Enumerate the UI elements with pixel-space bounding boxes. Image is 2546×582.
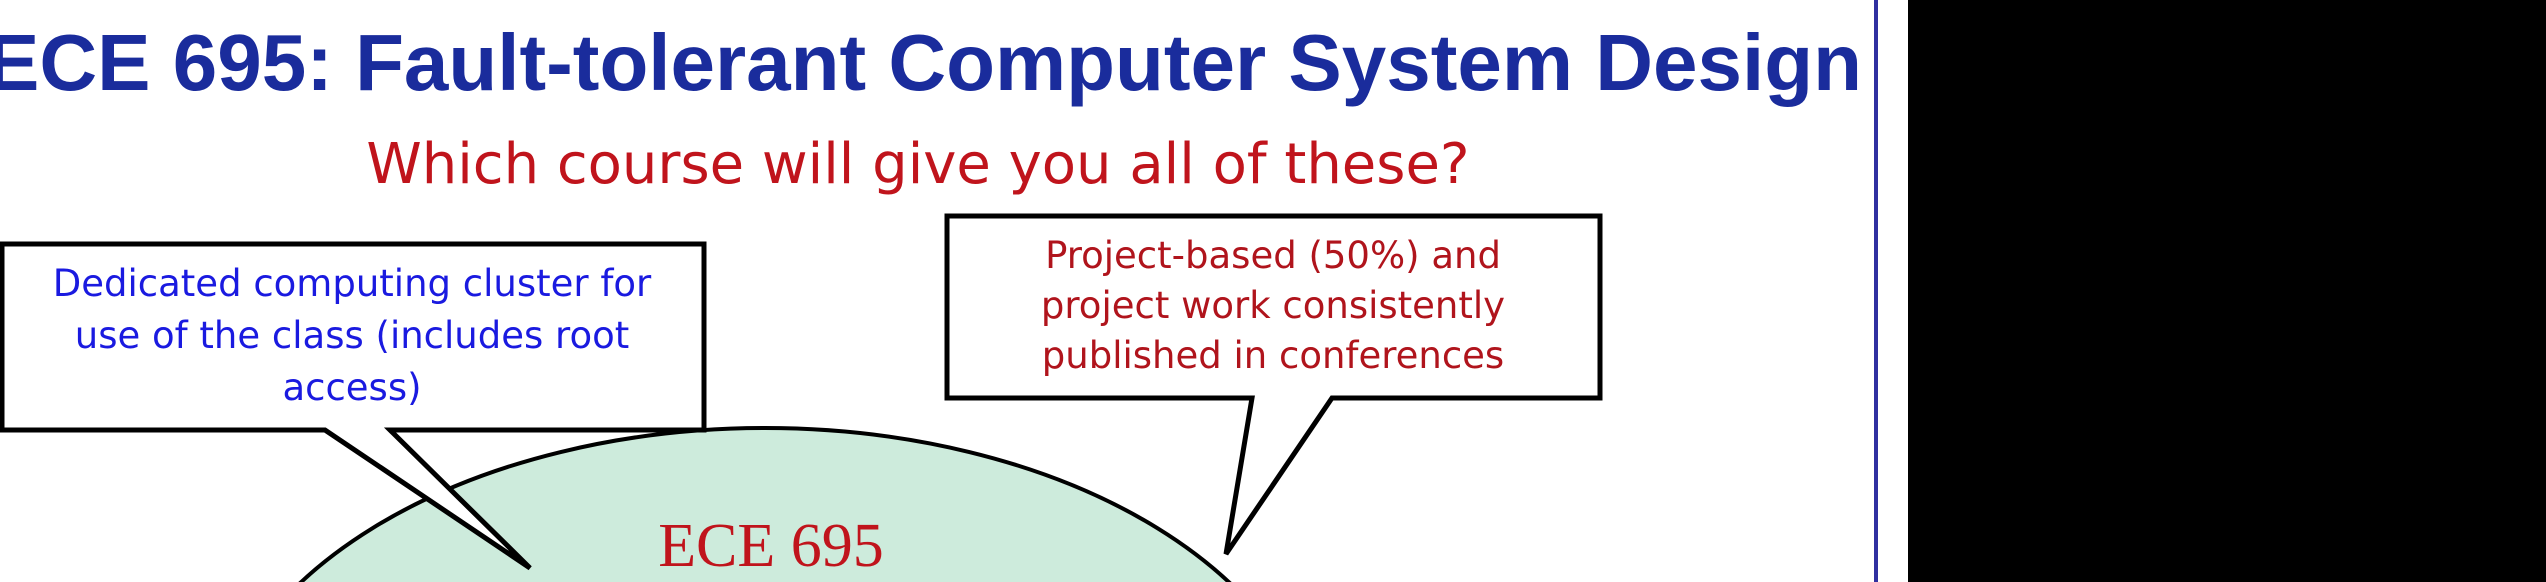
callout-line: published in conferences <box>1042 334 1504 377</box>
slide-title: ECE 695: Fault-tolerant Computer System … <box>0 18 1862 107</box>
black-panel <box>1908 0 2546 582</box>
callout-line: access) <box>282 366 421 409</box>
callout-box-right <box>944 213 1603 556</box>
callout-box-left <box>0 241 707 571</box>
callout-line: Project-based (50%) and <box>1045 234 1501 277</box>
callout-line: project work consistently <box>1041 284 1505 327</box>
callout-line: Dedicated computing cluster for <box>53 262 652 305</box>
course-ellipse <box>298 426 1232 582</box>
callout-line: use of the class (includes root <box>75 314 629 357</box>
ellipse-label: ECE 695 <box>658 512 884 580</box>
slide-subtitle: Which course will give you all of these? <box>366 132 1469 197</box>
